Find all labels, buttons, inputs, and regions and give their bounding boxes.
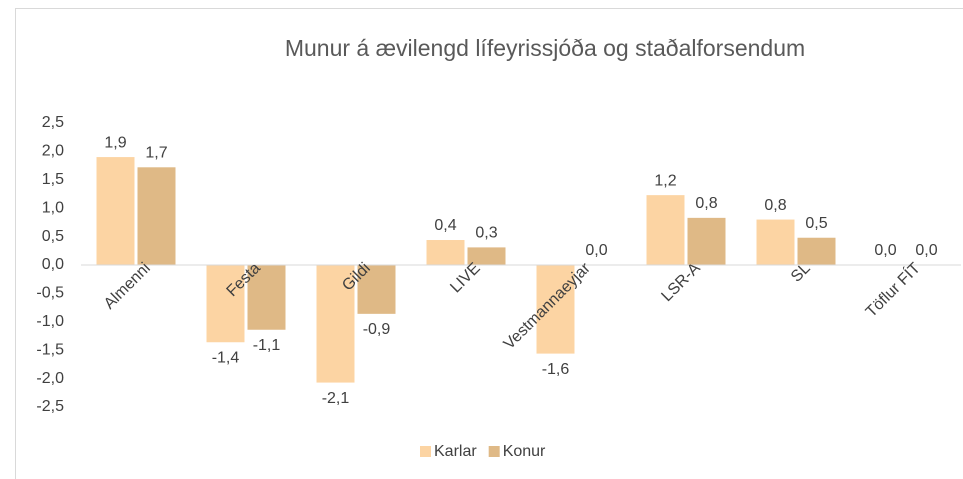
data-label: 0,8 <box>764 197 786 214</box>
legend-swatch <box>488 446 500 457</box>
bar <box>756 219 795 265</box>
y-tick-label: 2,5 <box>42 114 64 131</box>
bar <box>316 265 355 383</box>
data-label: 1,2 <box>654 172 676 189</box>
data-label: -1,6 <box>542 361 570 378</box>
data-label: -1,4 <box>212 349 240 366</box>
data-label: 1,7 <box>145 145 167 162</box>
bar <box>137 167 176 265</box>
y-tick-label: 0,5 <box>42 228 64 245</box>
legend-label: Karlar <box>434 443 477 460</box>
legend-label: Konur <box>503 443 546 460</box>
data-label: -1,1 <box>253 337 281 354</box>
y-tick-label: 0,0 <box>42 256 64 273</box>
y-tick-label: 2,0 <box>42 143 64 160</box>
data-label: -0,9 <box>363 321 391 338</box>
data-label: -2,1 <box>322 390 350 407</box>
bar <box>467 247 506 265</box>
bar <box>536 265 575 354</box>
y-tick-label: 1,5 <box>42 171 64 188</box>
bar <box>96 157 135 265</box>
bar <box>426 240 465 265</box>
data-label: 0,3 <box>475 225 497 242</box>
bar <box>797 237 836 265</box>
y-tick-label: -0,5 <box>36 285 64 302</box>
data-label: 1,9 <box>104 134 126 151</box>
data-label: 0,8 <box>695 195 717 212</box>
bar <box>357 265 396 314</box>
data-label: 0,5 <box>805 215 827 232</box>
y-tick-label: -1,0 <box>36 313 64 330</box>
y-tick-label: -2,5 <box>36 398 64 415</box>
data-label: 0,0 <box>585 242 607 259</box>
bar <box>247 265 286 330</box>
bar <box>687 217 726 265</box>
legend-swatch <box>420 446 431 457</box>
data-label: 0,0 <box>874 242 896 259</box>
bar <box>646 195 685 265</box>
y-tick-label: 1,0 <box>42 199 64 216</box>
data-label: 0,4 <box>434 217 456 234</box>
chart-title: Munur á ævilengd lífeyrissjóða og staðal… <box>285 35 805 61</box>
frame <box>15 8 963 479</box>
y-tick-label: -2,0 <box>36 370 64 387</box>
y-tick-label: -1,5 <box>36 341 64 358</box>
bar <box>206 265 245 343</box>
data-label: 0,0 <box>915 242 937 259</box>
